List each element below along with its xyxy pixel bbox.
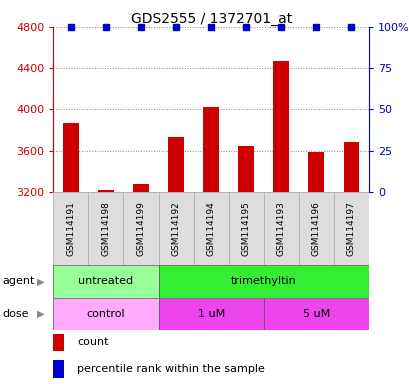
Bar — [158, 192, 193, 265]
Bar — [53, 334, 64, 351]
Text: GSM114191: GSM114191 — [66, 201, 75, 256]
Text: agent: agent — [2, 276, 34, 286]
Text: 1 uM: 1 uM — [197, 309, 224, 319]
Bar — [298, 192, 333, 265]
Text: GSM114192: GSM114192 — [171, 201, 180, 256]
Bar — [123, 192, 158, 265]
Text: GSM114195: GSM114195 — [241, 201, 250, 256]
Bar — [333, 192, 368, 265]
Bar — [168, 137, 184, 192]
Text: GSM114197: GSM114197 — [346, 201, 355, 256]
Bar — [203, 108, 218, 192]
Text: count: count — [77, 338, 108, 348]
Bar — [238, 146, 254, 192]
Text: untreated: untreated — [78, 276, 133, 286]
Text: GSM114193: GSM114193 — [276, 201, 285, 256]
Bar — [158, 298, 263, 330]
Text: GSM114196: GSM114196 — [311, 201, 320, 256]
Bar — [158, 265, 368, 298]
Bar — [193, 192, 228, 265]
Bar — [133, 184, 148, 192]
Text: GSM114194: GSM114194 — [206, 201, 215, 256]
Bar — [53, 298, 158, 330]
Text: ▶: ▶ — [37, 276, 44, 286]
Bar — [53, 192, 88, 265]
Text: control: control — [86, 309, 125, 319]
Bar — [273, 61, 288, 192]
Bar — [308, 152, 324, 192]
Text: 5 uM: 5 uM — [302, 309, 329, 319]
Bar — [53, 360, 64, 378]
Bar — [53, 265, 158, 298]
Bar — [228, 192, 263, 265]
Bar — [63, 123, 79, 192]
Title: GDS2555 / 1372701_at: GDS2555 / 1372701_at — [130, 12, 291, 26]
Text: percentile rank within the sample: percentile rank within the sample — [77, 364, 264, 374]
Bar — [263, 192, 298, 265]
Bar — [343, 142, 358, 192]
Text: GSM114198: GSM114198 — [101, 201, 110, 256]
Text: trimethyltin: trimethyltin — [230, 276, 296, 286]
Bar — [88, 192, 123, 265]
Text: ▶: ▶ — [37, 309, 44, 319]
Bar — [263, 298, 368, 330]
Text: GSM114199: GSM114199 — [136, 201, 145, 256]
Bar — [98, 190, 114, 192]
Text: dose: dose — [2, 309, 29, 319]
